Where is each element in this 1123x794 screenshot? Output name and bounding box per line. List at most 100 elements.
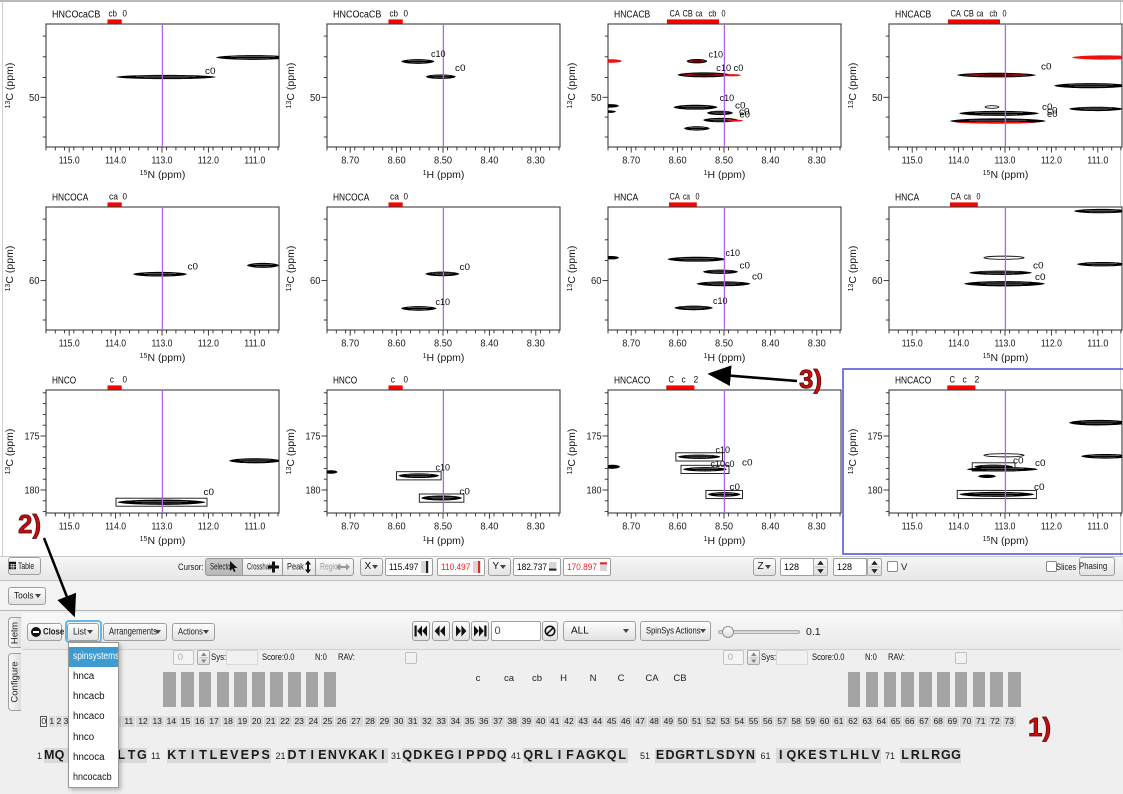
svg-text:8.40: 8.40: [480, 522, 498, 533]
svg-text:HNCOcaCB: HNCOcaCB: [52, 10, 101, 21]
svg-text:113.0: 113.0: [995, 339, 1016, 350]
svg-text:13C (ppm): 13C (ppm): [847, 246, 859, 292]
svg-text:113.0: 113.0: [152, 522, 173, 533]
svg-text:c0: c0: [1035, 272, 1046, 283]
svg-text:115.0: 115.0: [902, 339, 923, 350]
svg-text:8.40: 8.40: [761, 156, 779, 167]
svg-text:8.30: 8.30: [808, 156, 826, 167]
svg-text:8.50: 8.50: [715, 339, 733, 350]
svg-text:13C (ppm): 13C (ppm): [285, 63, 297, 109]
svg-text:c0: c0: [740, 261, 751, 272]
svg-text:180: 180: [868, 486, 883, 497]
svg-text:175: 175: [306, 432, 321, 443]
svg-text:0: 0: [404, 9, 409, 20]
svg-text:c0: c0: [742, 458, 753, 469]
svg-text:c10: c10: [436, 297, 451, 308]
svg-text:60: 60: [591, 276, 602, 287]
svg-text:c10c0: c10c0: [711, 459, 735, 470]
svg-text:8.50: 8.50: [434, 339, 452, 350]
svg-text:50: 50: [29, 93, 40, 104]
svg-text:CA: CA: [951, 192, 961, 202]
svg-text:CA: CA: [951, 9, 961, 19]
svg-text:c0: c0: [459, 486, 470, 497]
svg-text:112.0: 112.0: [198, 339, 219, 350]
svg-text:111.0: 111.0: [1087, 339, 1108, 350]
svg-text:15N (ppm): 15N (ppm): [983, 352, 1029, 364]
svg-text:c0: c0: [1034, 482, 1045, 493]
svg-text:115.0: 115.0: [902, 156, 923, 167]
svg-text:CB: CB: [683, 9, 693, 19]
svg-text:8.60: 8.60: [388, 339, 406, 350]
svg-text:13C (ppm): 13C (ppm): [285, 429, 297, 475]
svg-text:1H (ppm): 1H (ppm): [423, 352, 465, 364]
svg-text:0: 0: [1003, 9, 1007, 19]
svg-text:8.70: 8.70: [622, 522, 640, 533]
svg-text:15N (ppm): 15N (ppm): [983, 535, 1029, 547]
svg-text:c0: c0: [205, 66, 216, 77]
svg-text:c0: c0: [1033, 261, 1044, 272]
svg-text:111.0: 111.0: [244, 522, 265, 533]
svg-text:ca: ca: [683, 192, 690, 202]
svg-text:8.40: 8.40: [480, 339, 498, 350]
svg-text:0: 0: [123, 375, 128, 386]
svg-text:111.0: 111.0: [244, 339, 265, 350]
svg-text:c0: c0: [204, 487, 215, 498]
svg-text:0: 0: [404, 192, 409, 203]
svg-text:0: 0: [404, 375, 409, 386]
svg-text:112.0: 112.0: [1041, 339, 1062, 350]
svg-text:c0: c0: [1042, 102, 1053, 113]
svg-text:c0: c0: [739, 107, 750, 118]
svg-text:c0: c0: [188, 261, 199, 272]
svg-text:e0: e0: [740, 110, 751, 121]
svg-text:114.0: 114.0: [948, 339, 969, 350]
svg-text:8.30: 8.30: [527, 156, 545, 167]
svg-text:CA: CA: [670, 9, 680, 19]
svg-text:c: c: [963, 375, 968, 385]
svg-text:8.30: 8.30: [808, 522, 826, 533]
svg-text:13C (ppm): 13C (ppm): [285, 246, 297, 292]
svg-text:c0: c0: [735, 101, 746, 112]
svg-text:8.60: 8.60: [669, 522, 687, 533]
svg-text:15N (ppm): 15N (ppm): [140, 352, 186, 364]
svg-text:50: 50: [591, 93, 602, 104]
svg-text:180: 180: [587, 486, 602, 497]
svg-text:15N (ppm): 15N (ppm): [140, 169, 186, 181]
svg-text:60: 60: [29, 276, 40, 287]
svg-text:113.0: 113.0: [995, 522, 1016, 533]
svg-text:114.0: 114.0: [948, 156, 969, 167]
svg-text:175: 175: [25, 432, 40, 443]
svg-text:HNCACO: HNCACO: [614, 376, 650, 387]
svg-text:50: 50: [872, 93, 883, 104]
svg-text:8.70: 8.70: [622, 156, 640, 167]
svg-text:114.0: 114.0: [948, 522, 969, 533]
svg-text:c10: c10: [716, 445, 731, 456]
svg-text:8.40: 8.40: [761, 522, 779, 533]
svg-text:8.70: 8.70: [622, 339, 640, 350]
svg-text:ca: ca: [696, 9, 703, 19]
svg-text:8.40: 8.40: [761, 339, 779, 350]
svg-text:c: c: [110, 375, 114, 386]
svg-text:c0: c0: [730, 482, 741, 493]
svg-text:2: 2: [975, 375, 980, 385]
svg-text:0: 0: [123, 9, 128, 20]
svg-text:115.0: 115.0: [59, 522, 80, 533]
svg-text:8.30: 8.30: [527, 339, 545, 350]
svg-text:1H (ppm): 1H (ppm): [704, 535, 746, 547]
svg-text:C: C: [950, 375, 956, 385]
svg-text:c10: c10: [431, 49, 446, 60]
svg-text:15N (ppm): 15N (ppm): [983, 169, 1029, 181]
svg-text:HNCO: HNCO: [52, 376, 76, 387]
svg-text:HNCACO: HNCACO: [895, 376, 931, 387]
svg-text:113.0: 113.0: [152, 156, 173, 167]
svg-text:180: 180: [25, 486, 40, 497]
svg-text:13C (ppm): 13C (ppm): [4, 63, 16, 109]
svg-text:13C (ppm): 13C (ppm): [566, 63, 578, 109]
svg-text:1H (ppm): 1H (ppm): [423, 535, 465, 547]
svg-text:1H (ppm): 1H (ppm): [704, 352, 746, 364]
svg-text:113.0: 113.0: [152, 339, 173, 350]
svg-text:cb: cb: [390, 9, 399, 20]
svg-text:c10: c10: [713, 296, 728, 307]
svg-text:CA: CA: [670, 192, 680, 202]
svg-text:8.70: 8.70: [341, 156, 359, 167]
svg-text:cb: cb: [109, 9, 118, 20]
